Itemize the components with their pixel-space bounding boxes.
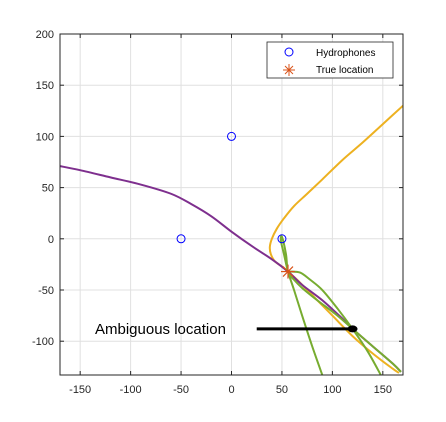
x-tick-label: 150 (374, 384, 392, 396)
y-tick-label: -50 (38, 285, 54, 297)
legend: Hydrophones True location (266, 41, 394, 79)
y-tick-label: 200 (36, 29, 54, 41)
ambiguous-location-annotation: Ambiguous location (95, 321, 358, 338)
y-tick-label: -100 (32, 336, 54, 348)
x-tick-label: 50 (276, 384, 288, 396)
legend-true-location-marker (283, 64, 295, 76)
x-tick-label: -150 (69, 384, 91, 396)
true-location-point (280, 264, 295, 279)
data-markers (176, 131, 295, 279)
x-tick-label: 0 (228, 384, 234, 396)
y-tick-label: 100 (36, 131, 54, 143)
y-tick-label: 0 (48, 234, 54, 246)
legend-hydrophone-marker (284, 47, 294, 57)
legend-label-hydrophones: Hydrophones (316, 48, 375, 59)
annotation-text: Ambiguous location (95, 321, 226, 338)
series-line-yellow_curve (268, 104, 403, 374)
hydrophone-point (227, 131, 236, 141)
legend-label-true-location: True location (316, 65, 373, 76)
y-tick-label: 50 (42, 183, 54, 195)
hydrophone-point (176, 234, 186, 244)
x-tick-label: 100 (323, 384, 341, 396)
y-tick-label: 150 (36, 80, 54, 92)
ambiguous-location-point (347, 325, 358, 333)
axis-ticks: -150 -100 -50 0 50 100 150 200 150 100 50 0 -50 -100 (32, 29, 403, 396)
grid (60, 33, 403, 375)
x-tick-label: -50 (173, 384, 189, 396)
hydrophone-point (277, 234, 287, 244)
true-location-stroke (282, 266, 294, 277)
x-tick-label: -100 (120, 384, 142, 396)
